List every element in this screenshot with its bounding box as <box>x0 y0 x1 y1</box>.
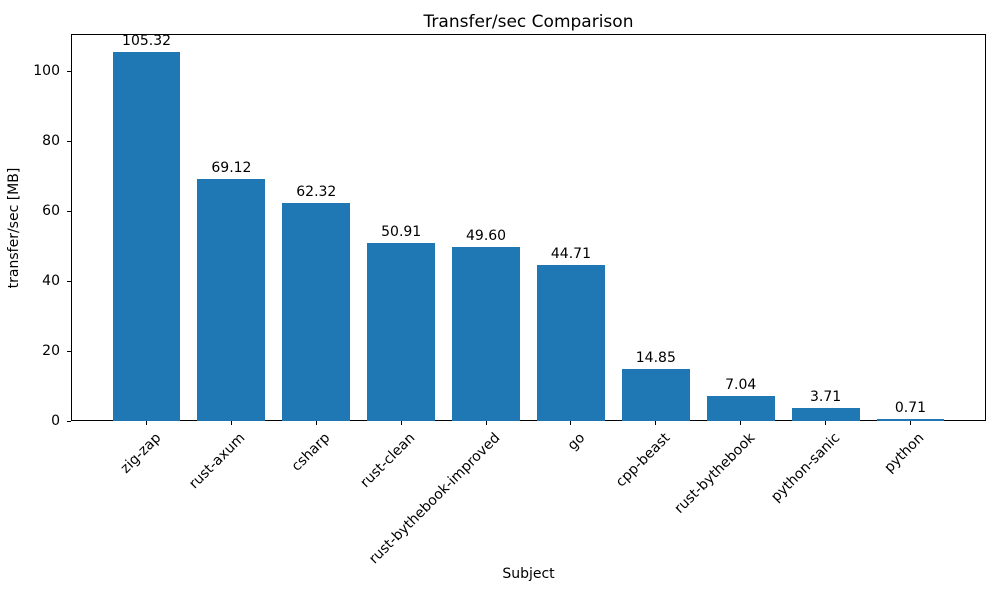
y-tick <box>67 280 71 282</box>
bar-value-label: 14.85 <box>635 350 676 367</box>
bar <box>112 52 181 421</box>
x-tick <box>655 421 657 425</box>
x-tick <box>909 421 911 425</box>
y-tick-label: 0 <box>51 413 60 429</box>
x-tick <box>146 421 148 425</box>
bar <box>876 418 945 421</box>
bar-value-label: 44.71 <box>550 245 591 262</box>
bar-value-label: 3.71 <box>809 389 842 406</box>
x-tick <box>485 421 487 425</box>
y-tick <box>67 210 71 212</box>
bar-value-label: 69.12 <box>211 160 252 177</box>
bar <box>452 247 520 421</box>
y-tick-label: 100 <box>33 63 60 80</box>
x-tick <box>315 421 317 425</box>
bar <box>282 202 351 421</box>
chart-title: Transfer/sec Comparison <box>423 12 634 32</box>
x-tick <box>400 421 402 425</box>
y-tick-label: 40 <box>42 273 60 290</box>
y-tick-label: 80 <box>42 133 60 150</box>
bar <box>367 242 436 421</box>
x-tick <box>230 421 232 425</box>
bar <box>791 408 860 421</box>
x-tick <box>570 421 572 425</box>
y-tick <box>67 420 71 422</box>
bar-value-label: 0.71 <box>894 399 927 416</box>
y-axis-label: transfer/sec [MB] <box>6 167 22 289</box>
bar-value-label: 105.32 <box>122 33 172 50</box>
bar <box>197 179 266 421</box>
bar-value-label: 7.04 <box>725 377 757 394</box>
x-tick <box>740 421 742 425</box>
bar <box>536 264 605 421</box>
bar-value-label: 49.60 <box>466 228 507 245</box>
x-axis-label: Subject <box>502 566 555 582</box>
bar-value-label: 50.91 <box>381 223 422 240</box>
y-tick <box>67 70 71 72</box>
bar-value-label: 62.32 <box>296 183 337 200</box>
y-tick <box>67 140 71 142</box>
bar <box>621 369 690 421</box>
y-tick <box>67 350 71 352</box>
x-tick <box>825 421 827 425</box>
y-tick-label: 60 <box>42 203 60 220</box>
y-tick-label: 20 <box>42 343 60 359</box>
bar <box>706 396 775 421</box>
